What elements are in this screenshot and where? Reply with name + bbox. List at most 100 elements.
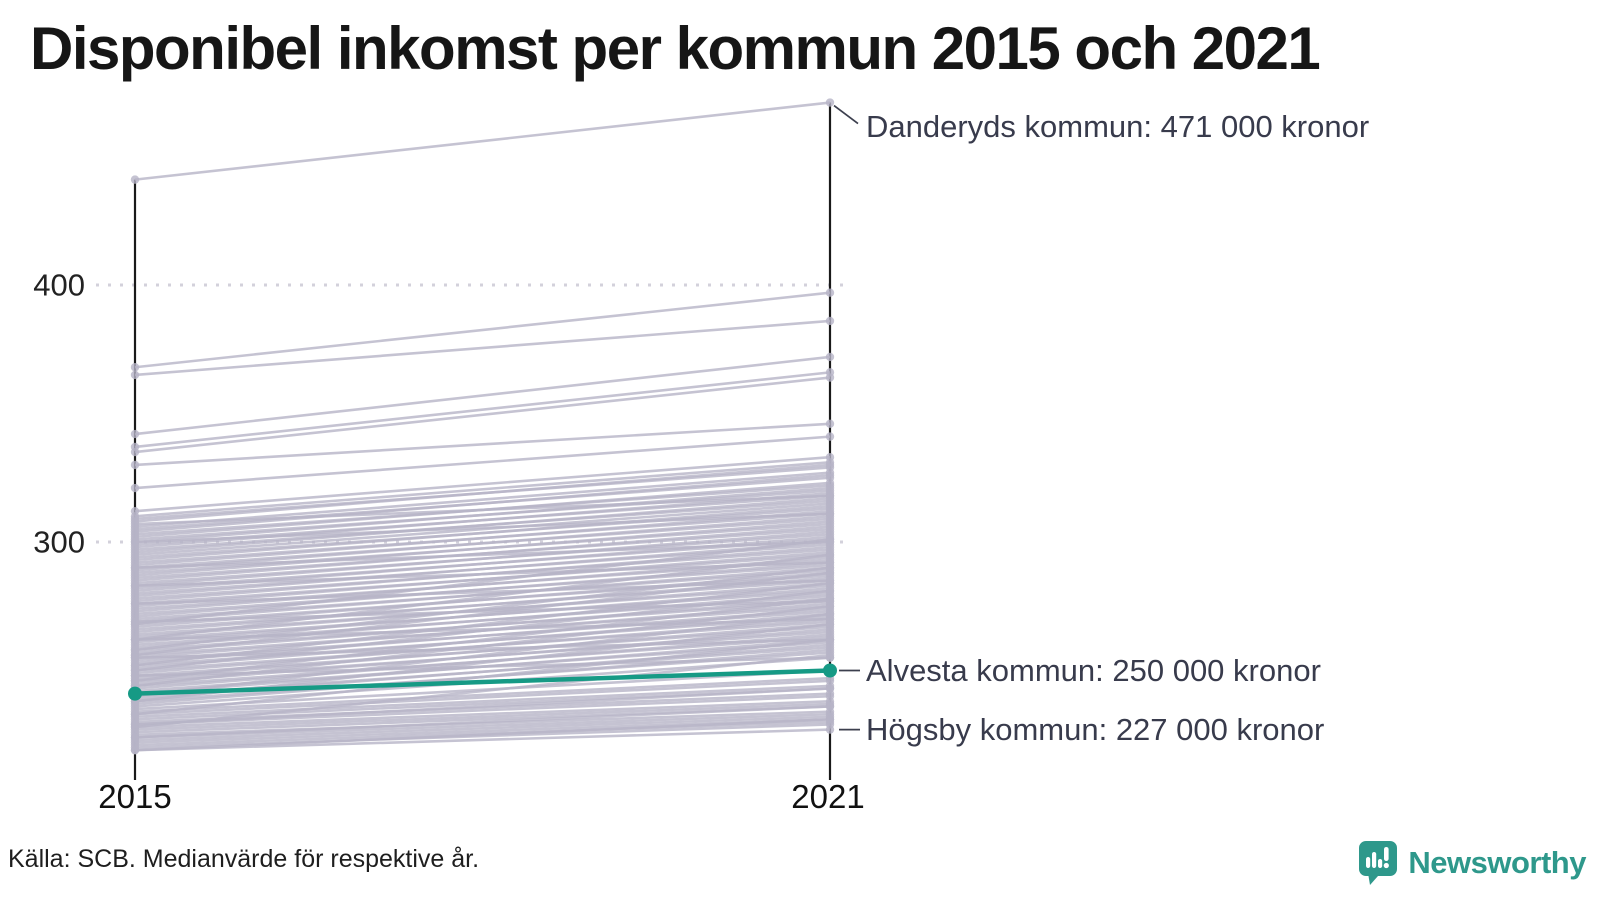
- slope-line: [134, 473, 831, 534]
- slope-dot-2015: [130, 483, 140, 493]
- slope-line: [134, 571, 831, 657]
- slope-dot-2015: [130, 460, 140, 470]
- slope-dot-2021: [825, 715, 835, 724]
- slope-dot-2021: [825, 653, 835, 662]
- slope-dot-2021: [825, 509, 835, 518]
- slope-dot-2015: [130, 429, 140, 439]
- slope-line: [134, 291, 831, 369]
- slope-dot-2015: [130, 661, 140, 670]
- slope-line: [134, 561, 831, 587]
- slope-dot-2021: [825, 432, 835, 441]
- slope-line: [134, 540, 831, 569]
- slope-dot-2015: [130, 720, 140, 729]
- slope-line: [134, 679, 831, 716]
- slope-dot-2015: [130, 581, 140, 590]
- annotation-label: Alvesta kommun: 250 000 kronor: [866, 653, 1321, 688]
- slope-dot-2015: [130, 709, 140, 719]
- slope-dot-2021: [825, 288, 835, 297]
- slope-line: [134, 715, 831, 742]
- slope-line: [134, 376, 831, 454]
- slope-dot-2015: [130, 635, 140, 644]
- slope-line: [134, 471, 831, 528]
- slope-line: [134, 553, 831, 641]
- source-note: Källa: SCB. Medianvärde för respektive å…: [8, 845, 480, 873]
- slope-line: [134, 550, 831, 608]
- annotation-label: Högsby kommun: 227 000 kronor: [866, 712, 1324, 747]
- slope-dot-2021: [825, 419, 835, 428]
- slope-line: [134, 705, 831, 739]
- slope-dot-2015: [130, 175, 140, 184]
- slope-line: [134, 509, 831, 567]
- slope-line: [134, 676, 831, 713]
- slope-dot-2021: [825, 352, 835, 362]
- slope-line: [134, 101, 831, 181]
- slope-dot-2021: [825, 684, 835, 693]
- slope-line: [134, 617, 831, 641]
- newsworthy-logo: Newsworthy: [1358, 840, 1586, 886]
- slope-dot-2021: [825, 470, 835, 480]
- chart-title: Disponibel inkomst per kommun 2015 och 2…: [30, 15, 1321, 82]
- slope-line: [134, 355, 831, 436]
- y-tick-label-300: 300: [33, 525, 85, 560]
- slope-dot-2021: [825, 614, 835, 624]
- slope-dot-2015: [130, 519, 140, 529]
- slope-line: [134, 540, 831, 598]
- slope-dot-2021: [825, 460, 835, 470]
- slope-line: [134, 520, 831, 577]
- slope-line: [134, 530, 831, 587]
- slope-line: [134, 579, 831, 605]
- x-label-2021: 2021: [791, 778, 864, 815]
- slope-line: [134, 455, 831, 513]
- annotation-label: Danderyds kommun: 471 000 kronor: [866, 109, 1369, 144]
- slope-dot-2015: [130, 563, 140, 572]
- slope-line: [134, 512, 831, 544]
- slope-dot-2021: [825, 702, 835, 711]
- slope-line: [134, 371, 831, 449]
- slope-line: [134, 422, 831, 467]
- slope-line: [134, 581, 831, 667]
- slope-dot-2021: [825, 596, 835, 606]
- slope-dot-2021: [825, 635, 835, 644]
- slope-dot-2015: [130, 537, 140, 547]
- slope-dot-2021: [825, 373, 835, 382]
- slope-dot-2015: [130, 733, 140, 742]
- slope-line: [134, 597, 831, 683]
- slope-dot-2015: [130, 671, 140, 680]
- gridlines: 300 400: [33, 268, 852, 560]
- slope-line: [134, 561, 831, 618]
- slope-line: [134, 656, 831, 677]
- slope-line: [134, 435, 831, 490]
- slope-dot-2015: [130, 653, 140, 662]
- slope-line: [134, 566, 831, 623]
- newsworthy-wordmark: Newsworthy: [1408, 845, 1586, 880]
- highlight-line: [134, 668, 831, 696]
- slope-line: [134, 687, 831, 726]
- slope-dot-2021: [825, 725, 835, 734]
- slope-line: [134, 684, 831, 719]
- slope-dot-2015: [130, 599, 140, 608]
- slope-line: [134, 718, 831, 752]
- slope-dot-2021: [825, 576, 835, 585]
- slope-line: [134, 497, 831, 554]
- slope-dot-2021: [825, 491, 835, 500]
- annotations: Danderyds kommun: 471 000 kronor Alvesta …: [833, 104, 1369, 747]
- annotation-connector: [833, 104, 859, 125]
- slope-dot-2021: [825, 316, 835, 326]
- slope-dot-2015: [130, 447, 140, 457]
- slope-dot-2015: [130, 645, 140, 655]
- background-lines: [130, 98, 835, 755]
- slope-line: [134, 653, 831, 729]
- slope-line: [134, 494, 831, 526]
- slope-line: [134, 504, 831, 562]
- slope-dot-2015: [130, 370, 140, 380]
- slope-line: [134, 622, 831, 680]
- newsworthy-icon: [1359, 841, 1398, 885]
- slope-line: [134, 515, 831, 572]
- slope-line: [134, 486, 831, 544]
- slope-line: [134, 612, 831, 698]
- slope-line: [134, 538, 831, 626]
- slope-line: [134, 592, 831, 649]
- slope-dot-2021: [825, 537, 835, 547]
